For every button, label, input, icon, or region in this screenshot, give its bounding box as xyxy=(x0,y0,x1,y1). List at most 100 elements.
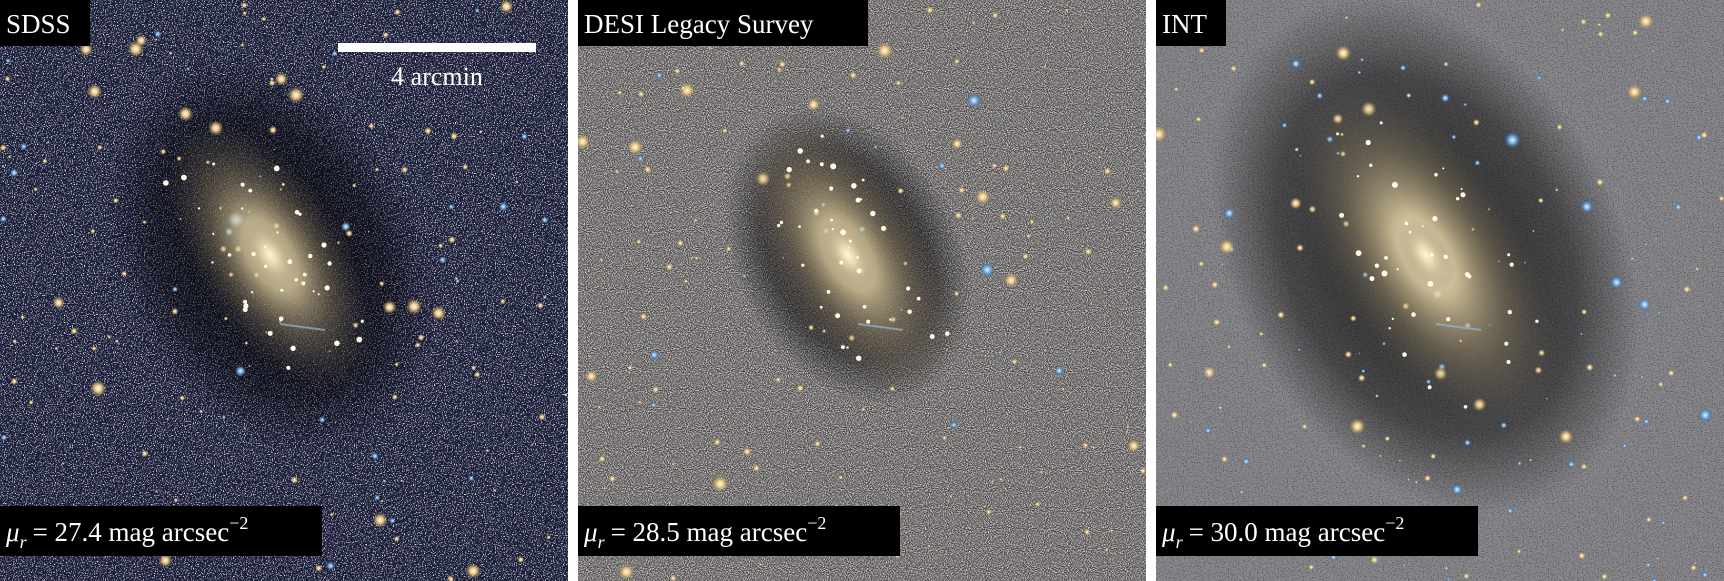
star xyxy=(154,30,162,38)
star xyxy=(52,296,65,309)
star xyxy=(197,207,201,210)
star xyxy=(1407,478,1410,481)
depth-superscript: −2 xyxy=(807,513,826,533)
star xyxy=(1700,131,1709,140)
star xyxy=(329,512,334,517)
star xyxy=(1600,573,1608,581)
star xyxy=(1604,11,1612,19)
depth-subscript: r xyxy=(20,532,28,552)
star xyxy=(242,299,248,304)
star xyxy=(96,144,103,151)
star xyxy=(671,462,675,466)
star xyxy=(1356,175,1360,178)
star xyxy=(274,72,289,86)
star xyxy=(345,229,354,238)
star xyxy=(999,212,1007,220)
star xyxy=(16,74,19,77)
star xyxy=(221,415,227,420)
star xyxy=(856,268,862,274)
star xyxy=(1240,490,1244,494)
label-box xyxy=(578,0,868,46)
star xyxy=(599,258,604,262)
star xyxy=(1660,520,1666,526)
star xyxy=(971,217,974,220)
star xyxy=(268,79,276,87)
star xyxy=(211,261,214,264)
star xyxy=(515,180,519,184)
star xyxy=(499,0,514,14)
star xyxy=(583,340,586,343)
star xyxy=(649,349,660,360)
star xyxy=(0,434,8,441)
star xyxy=(1658,381,1664,388)
star xyxy=(1261,362,1268,369)
star xyxy=(248,188,253,193)
star xyxy=(927,544,931,548)
star xyxy=(286,365,291,370)
star xyxy=(1694,562,1697,565)
star xyxy=(1631,29,1639,37)
star xyxy=(779,220,784,225)
star xyxy=(1424,474,1431,482)
star xyxy=(1162,284,1170,292)
star xyxy=(1674,203,1683,212)
star xyxy=(248,364,251,368)
star xyxy=(121,270,128,277)
star xyxy=(776,67,782,73)
star xyxy=(1434,172,1438,177)
star xyxy=(89,380,107,397)
star xyxy=(585,369,598,383)
star xyxy=(1109,529,1114,533)
star xyxy=(1463,405,1468,409)
star xyxy=(829,186,834,191)
depth-label: μr = 27.4 mag arcsec−2 xyxy=(5,513,248,552)
depth-label: μr = 28.5 mag arcsec−2 xyxy=(583,513,826,552)
star xyxy=(807,98,821,112)
star xyxy=(1443,254,1448,259)
star xyxy=(1339,212,1345,218)
star xyxy=(1335,45,1352,61)
star xyxy=(1430,453,1437,460)
star xyxy=(1063,164,1066,167)
star xyxy=(186,66,191,72)
star xyxy=(1198,47,1206,54)
star xyxy=(382,479,387,483)
star xyxy=(474,8,480,14)
star xyxy=(448,235,456,244)
star xyxy=(1556,123,1563,131)
star xyxy=(1054,365,1065,376)
star xyxy=(629,256,632,259)
star xyxy=(1402,352,1407,357)
star xyxy=(1092,446,1096,450)
star xyxy=(448,203,455,210)
star xyxy=(693,218,698,223)
star xyxy=(636,155,644,163)
star xyxy=(974,189,991,205)
star xyxy=(1003,113,1008,117)
star xyxy=(652,385,660,394)
star xyxy=(241,207,244,210)
star xyxy=(1406,92,1412,99)
star xyxy=(374,167,380,172)
star xyxy=(1651,49,1655,53)
panel-label: SDSS xyxy=(6,9,71,39)
star xyxy=(520,133,528,140)
star xyxy=(42,158,48,164)
star xyxy=(786,166,792,173)
star xyxy=(1532,229,1535,233)
star xyxy=(1358,352,1361,355)
star xyxy=(1460,188,1463,190)
star xyxy=(360,319,364,323)
star xyxy=(351,183,357,188)
star xyxy=(166,417,170,421)
star xyxy=(448,576,455,581)
star xyxy=(1446,317,1451,322)
star xyxy=(861,407,866,412)
star xyxy=(650,401,657,409)
star xyxy=(450,132,459,141)
star xyxy=(835,313,841,319)
star xyxy=(819,162,824,167)
star xyxy=(356,336,363,343)
star xyxy=(1069,391,1072,395)
star xyxy=(851,183,857,189)
